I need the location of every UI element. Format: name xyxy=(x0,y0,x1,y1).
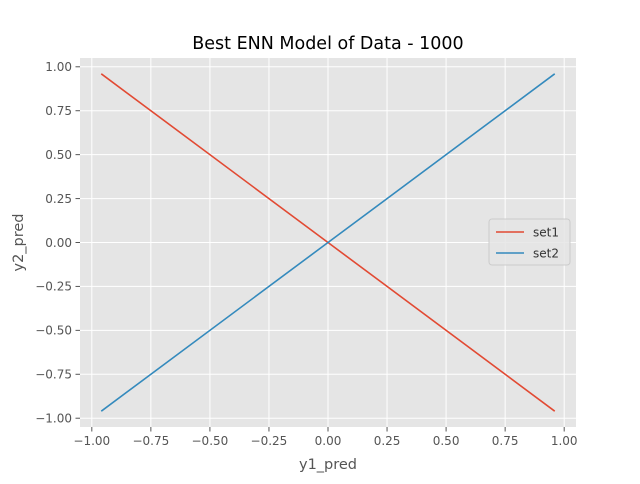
y-tick-label: 1.00 xyxy=(45,60,72,74)
series-lines xyxy=(100,73,556,412)
y-tick-label: −1.00 xyxy=(35,412,72,426)
y-tick-label: 0.00 xyxy=(45,236,72,250)
x-tick-label: 0.25 xyxy=(374,434,401,448)
x-tick-label: −1.00 xyxy=(73,434,110,448)
x-tick-label: −0.25 xyxy=(251,434,288,448)
legend-label-set1: set1 xyxy=(533,226,559,240)
y-axis-label: y2_pred xyxy=(11,213,27,271)
y-tick-label: 0.75 xyxy=(45,104,72,118)
x-tick-label: −0.50 xyxy=(192,434,229,448)
x-tick-label: −0.75 xyxy=(132,434,169,448)
y-tick-label: −0.50 xyxy=(35,324,72,338)
y-tick-label: −0.75 xyxy=(35,368,72,382)
series-line-set2 xyxy=(100,73,556,412)
legend-label-set2: set2 xyxy=(533,247,559,261)
x-tick-label: 1.00 xyxy=(551,434,578,448)
x-axis-ticks: −1.00 −0.75 −0.50 −0.25 0.00 0.25 0.50 0.75 1.00 xyxy=(73,427,578,448)
legend: set1 set2 xyxy=(488,218,571,266)
y-tick-label: 0.50 xyxy=(45,148,72,162)
x-tick-label: 0.75 xyxy=(492,434,519,448)
x-tick-label: 0.50 xyxy=(433,434,460,448)
y-tick-label: −0.25 xyxy=(35,280,72,294)
y-axis-ticks: −1.00 −0.75 −0.50 −0.25 0.00 0.25 0.50 0.75 1.00 xyxy=(35,60,80,426)
x-axis-label: y1_pred xyxy=(299,457,357,473)
chart-title: Best ENN Model of Data - 1000 xyxy=(192,34,463,54)
y-tick-label: 0.25 xyxy=(45,192,72,206)
x-tick-label: 0.00 xyxy=(315,434,342,448)
